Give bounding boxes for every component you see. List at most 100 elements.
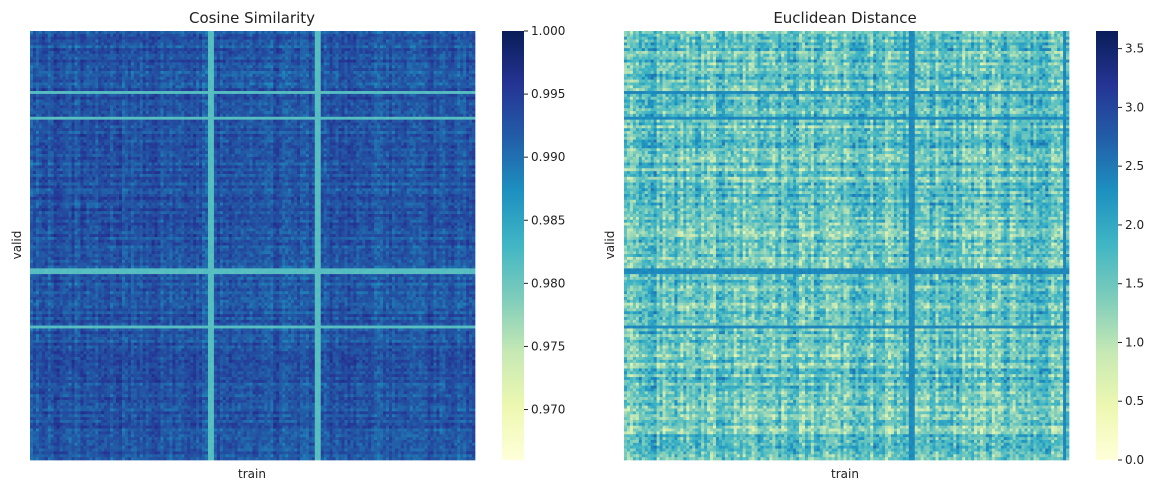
heatmap-cell xyxy=(270,108,273,111)
heatmap-cell xyxy=(279,77,282,80)
heatmap-cell xyxy=(89,34,92,37)
heatmap-cell xyxy=(445,60,448,63)
heatmap-cell xyxy=(226,71,229,74)
heatmap-cell xyxy=(229,34,232,37)
heatmap-cell xyxy=(33,71,36,74)
heatmap-cell xyxy=(51,42,54,45)
heatmap-cell xyxy=(419,31,422,34)
heatmap-cell xyxy=(365,62,368,65)
heatmap-cell xyxy=(155,94,158,97)
heatmap-cell xyxy=(309,108,312,111)
heatmap-cell xyxy=(158,77,161,80)
heatmap-cell xyxy=(347,103,350,106)
heatmap-cell xyxy=(72,88,75,91)
heatmap-cell xyxy=(312,37,315,40)
heatmap-cell xyxy=(350,74,353,77)
heatmap-cell xyxy=(285,45,288,48)
heatmap-cell xyxy=(279,31,282,34)
heatmap-cell xyxy=(342,97,345,100)
heatmap-cell xyxy=(312,45,315,48)
heatmap-cell xyxy=(134,74,137,77)
heatmap-cell xyxy=(253,100,256,103)
heatmap-cell xyxy=(205,82,208,85)
heatmap-cell xyxy=(51,31,54,34)
heatmap-cell xyxy=(75,103,78,106)
heatmap-cell xyxy=(466,100,469,103)
heatmap-cell xyxy=(95,51,98,54)
heatmap-cell xyxy=(122,71,125,74)
heatmap-cell xyxy=(457,42,460,45)
heatmap-cell xyxy=(362,77,365,80)
heatmap-cell xyxy=(187,42,190,45)
heatmap-cell xyxy=(45,37,48,40)
heatmap-cell xyxy=(377,88,380,91)
heatmap-cell xyxy=(241,74,244,77)
heatmap-cell xyxy=(386,42,389,45)
heatmap-cell xyxy=(51,37,54,40)
heatmap-cell xyxy=(350,103,353,106)
heatmap-cell xyxy=(416,48,419,51)
heatmap-cell xyxy=(36,31,39,34)
heatmap-cell xyxy=(220,57,223,60)
heatmap-cell xyxy=(101,114,104,117)
heatmap-cell xyxy=(143,57,146,60)
heatmap-cell xyxy=(92,77,95,80)
heatmap-cell xyxy=(463,91,466,94)
heatmap-cell xyxy=(264,97,267,100)
heatmap-cell xyxy=(72,48,75,51)
heatmap-cell xyxy=(330,45,333,48)
heatmap-cell xyxy=(255,88,258,91)
heatmap-cell xyxy=(327,77,330,80)
heatmap-cell xyxy=(217,62,220,65)
heatmap-cell xyxy=(92,31,95,34)
heatmap-cell xyxy=(261,100,264,103)
heatmap-cell xyxy=(291,62,294,65)
heatmap-cell xyxy=(66,82,69,85)
heatmap-cell xyxy=(196,114,199,117)
heatmap-cell xyxy=(190,40,193,43)
heatmap-cell xyxy=(232,94,235,97)
heatmap-cell xyxy=(324,62,327,65)
heatmap-cell xyxy=(347,94,350,97)
heatmap-cell xyxy=(472,85,475,88)
heatmap-cell xyxy=(42,103,45,106)
heatmap-cell xyxy=(196,34,199,37)
heatmap-cell xyxy=(276,91,279,94)
heatmap-cell xyxy=(33,74,36,77)
heatmap-cell xyxy=(273,74,276,77)
heatmap-cell xyxy=(158,91,161,94)
heatmap-cell xyxy=(60,54,63,57)
heatmap-cell xyxy=(187,65,190,68)
heatmap-cell xyxy=(202,111,205,114)
heatmap-cell xyxy=(327,51,330,54)
heatmap-cell xyxy=(258,105,261,108)
heatmap-cell xyxy=(39,42,42,45)
heatmap-cell xyxy=(60,97,63,100)
heatmap-cell xyxy=(146,48,149,51)
heatmap-cell xyxy=(208,105,211,108)
heatmap-cell xyxy=(77,103,80,106)
heatmap-cell xyxy=(433,88,436,91)
heatmap-cell xyxy=(104,62,107,65)
heatmap-cell xyxy=(202,82,205,85)
heatmap-cell xyxy=(119,54,122,57)
heatmap-cell xyxy=(282,65,285,68)
heatmap-cell xyxy=(413,71,416,74)
heatmap-cell xyxy=(413,68,416,71)
heatmap-cell xyxy=(66,91,69,94)
heatmap-cell xyxy=(439,82,442,85)
heatmap-cell xyxy=(333,94,336,97)
heatmap-cell xyxy=(63,71,66,74)
heatmap-cell xyxy=(72,108,75,111)
heatmap-cell xyxy=(77,108,80,111)
heatmap-cell xyxy=(116,34,119,37)
heatmap-cell xyxy=(291,60,294,63)
heatmap-cell xyxy=(276,37,279,40)
heatmap-cell xyxy=(380,37,383,40)
heatmap-cell xyxy=(92,105,95,108)
heatmap-cell xyxy=(291,31,294,34)
heatmap-cell xyxy=(33,40,36,43)
heatmap-cell xyxy=(125,45,128,48)
heatmap-cell xyxy=(220,40,223,43)
heatmap-cell xyxy=(175,85,178,88)
